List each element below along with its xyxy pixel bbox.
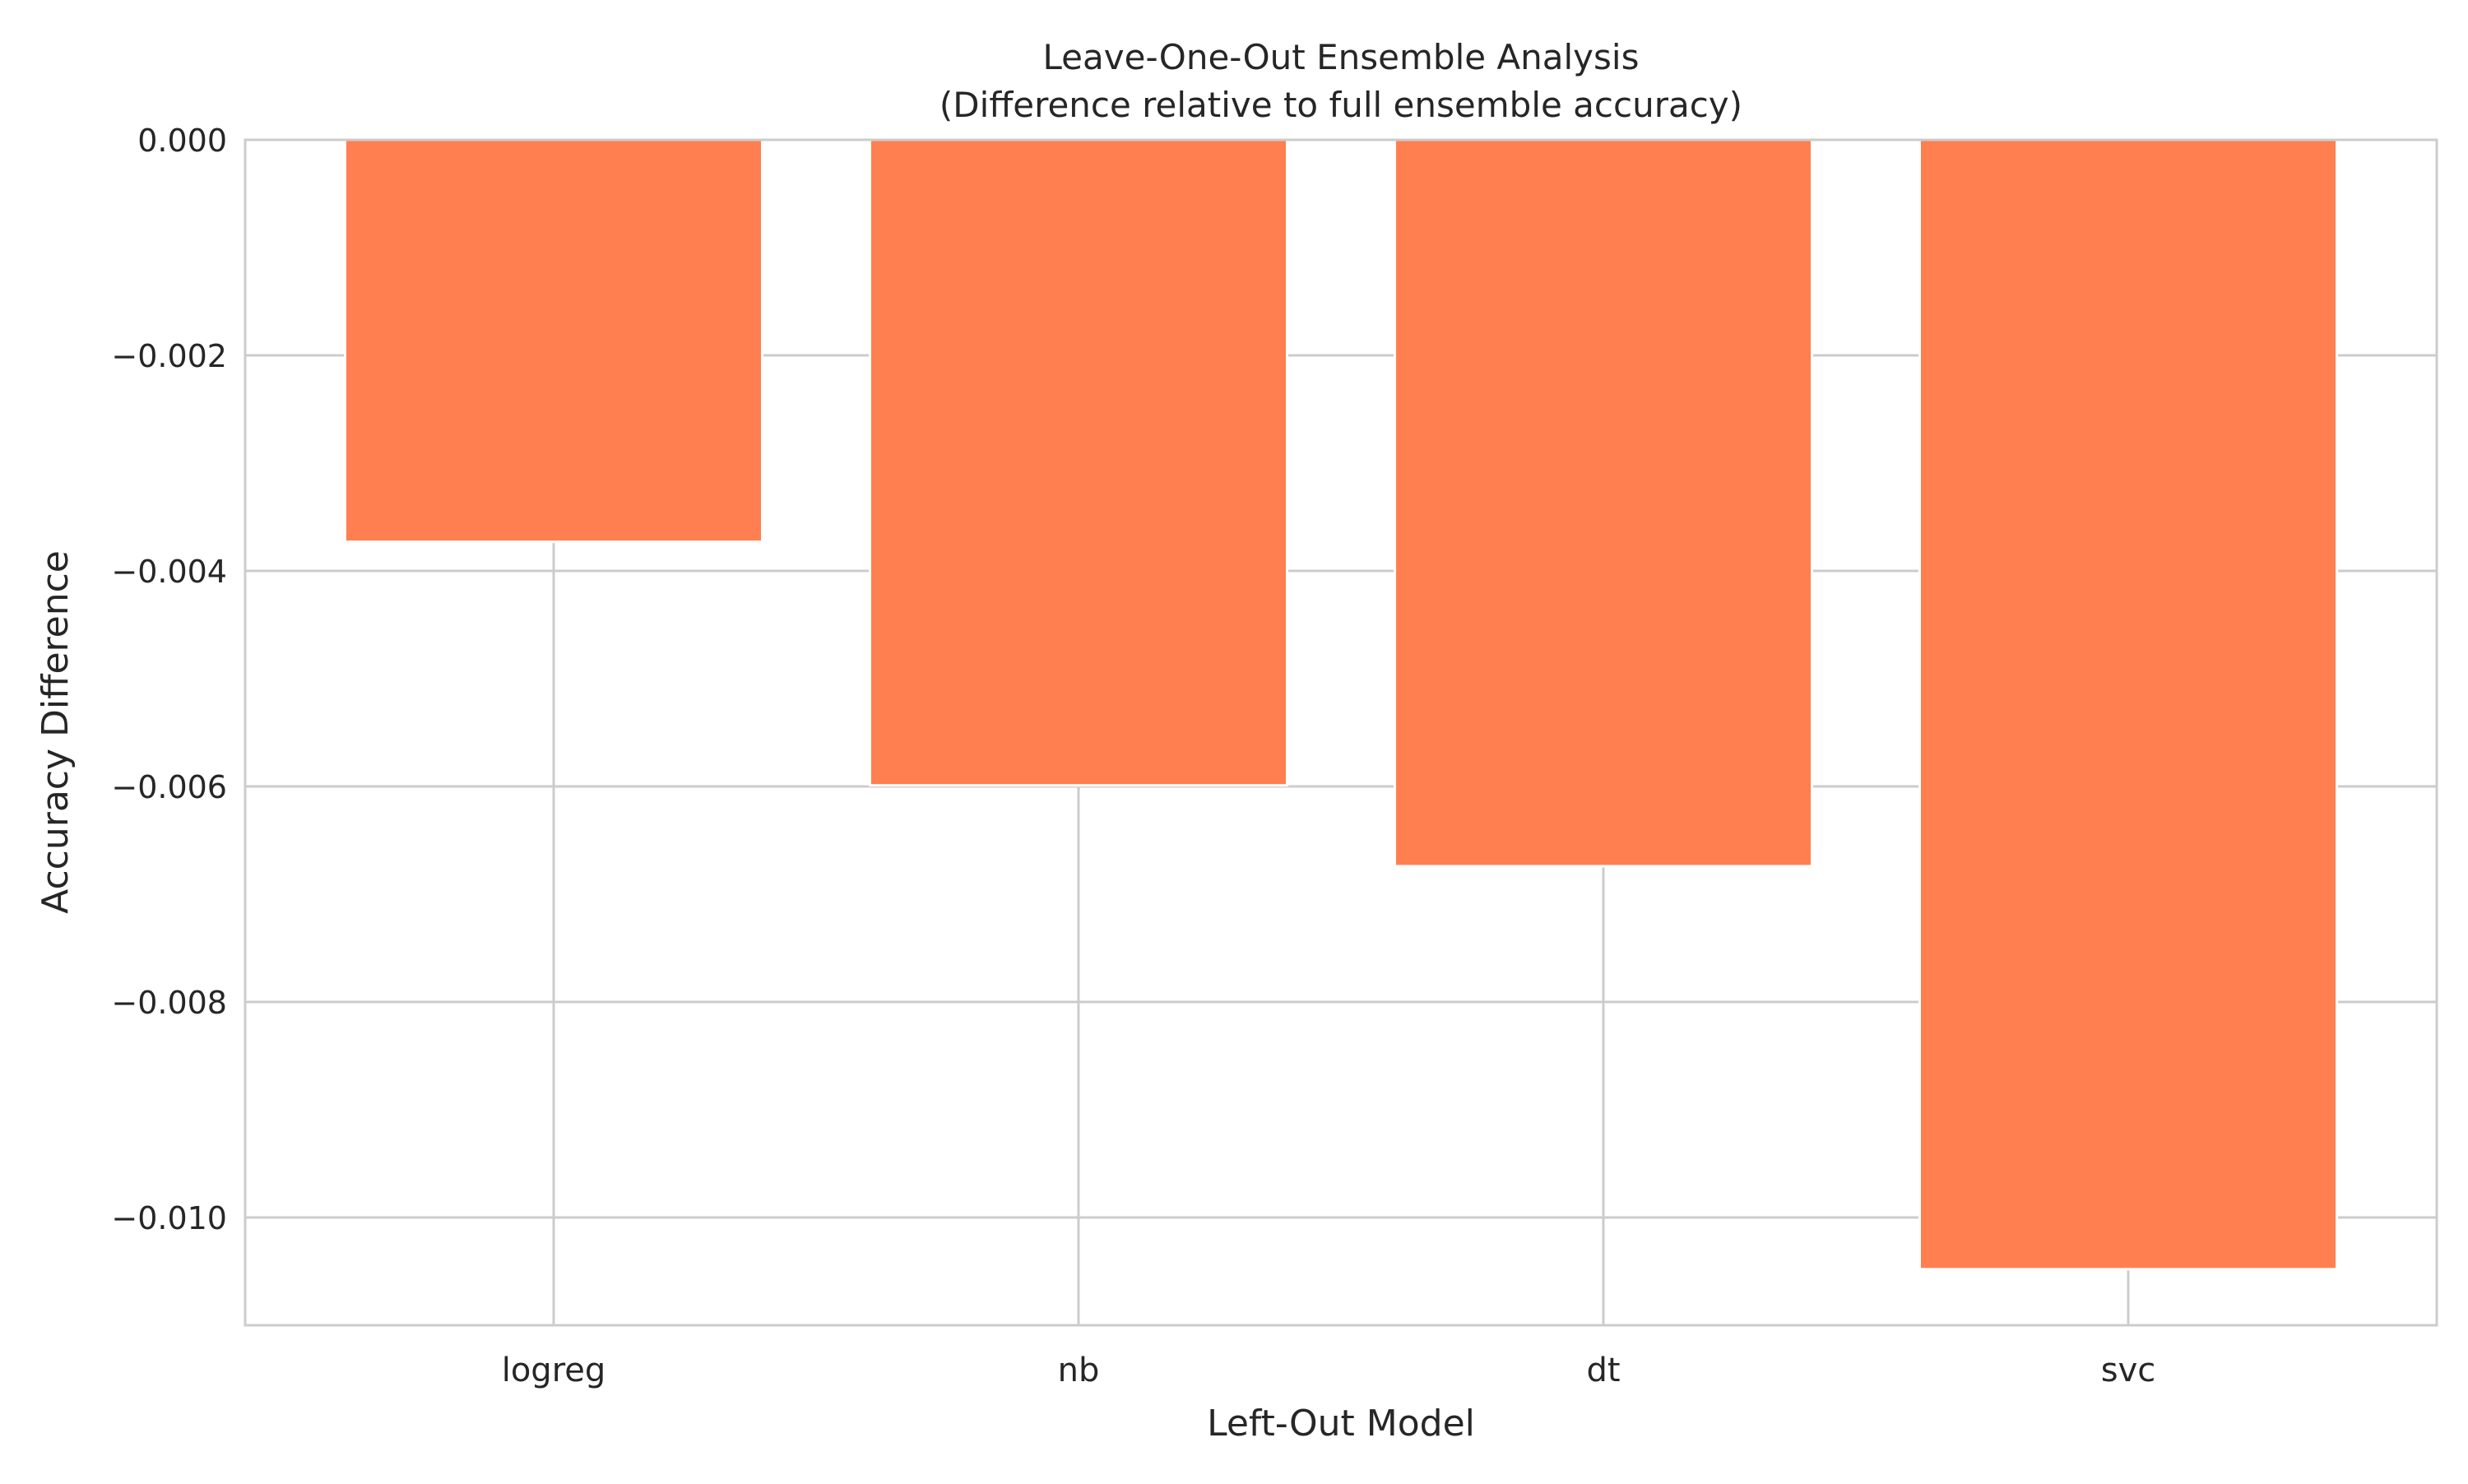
chart-subtitle: (Difference relative to full ensemble ac…: [939, 85, 1742, 125]
y-tick-label: 0.000: [137, 123, 227, 159]
x-tick-label: logreg: [502, 1352, 606, 1389]
y-axis-label: Accuracy Difference: [35, 550, 77, 914]
chart-title: Leave-One-Out Ensemble Analysis: [1043, 37, 1640, 77]
x-tick-label: nb: [1058, 1352, 1100, 1389]
y-tick-label: −0.010: [111, 1200, 227, 1236]
x-tick-label: dt: [1586, 1352, 1620, 1389]
y-tick-label: −0.002: [111, 338, 227, 374]
x-tick-label: svc: [2101, 1352, 2156, 1389]
x-tick-labels: logreg nb dt svc: [502, 1352, 2156, 1389]
x-axis-label: Left-Out Model: [1207, 1403, 1475, 1445]
bar-logreg: [344, 138, 763, 544]
y-tick-labels: 0.000 −0.002 −0.004 −0.006 −0.008 −0.010: [111, 123, 227, 1236]
y-tick-label: −0.004: [111, 554, 227, 590]
bars-layer: [344, 138, 2338, 1271]
bar-nb: [869, 138, 1288, 787]
y-tick-label: −0.006: [111, 769, 227, 805]
bar-svc: [1918, 138, 2338, 1271]
plot-frame: [244, 138, 2438, 1327]
bar-dt: [1394, 138, 1813, 868]
y-tick-label: −0.008: [111, 985, 227, 1021]
